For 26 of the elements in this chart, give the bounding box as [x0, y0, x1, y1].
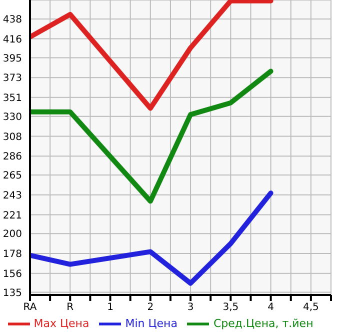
x-tick-label: 1 — [107, 302, 114, 314]
y-tick-label: 178 — [2, 249, 22, 260]
x-tick-label: 2 — [147, 302, 154, 314]
y-tick-label: 265 — [2, 170, 22, 182]
y-tick-label: 438 — [2, 14, 22, 26]
y-tick-label: 395 — [2, 53, 22, 64]
legend-label: Min Цена — [125, 317, 178, 330]
y-tick-label: 351 — [2, 92, 22, 104]
y-tick-label: 243 — [2, 190, 22, 202]
x-tick-label: RA — [23, 302, 37, 314]
y-tick-label: 373 — [2, 73, 22, 84]
y-tick-label: 221 — [2, 210, 22, 222]
x-tick-label: 4 — [268, 302, 274, 314]
y-tick-label: 200 — [2, 229, 22, 240]
x-tick-label: 3 — [187, 302, 194, 314]
y-tick-label: 330 — [2, 112, 22, 123]
legend-label: Max Цена — [34, 317, 90, 330]
y-tick-label: 416 — [2, 34, 22, 46]
x-tick-label: R — [66, 302, 74, 314]
legend-label: Сред.Цена, т.йен — [213, 317, 314, 330]
y-tick-label: 156 — [2, 268, 22, 280]
y-tick-label: 286 — [2, 152, 22, 163]
y-tick-label: 135 — [2, 288, 22, 299]
x-tick-label: 4,5 — [302, 302, 319, 314]
x-tick-label: 3,5 — [222, 302, 239, 314]
y-tick-label: 308 — [2, 132, 22, 143]
